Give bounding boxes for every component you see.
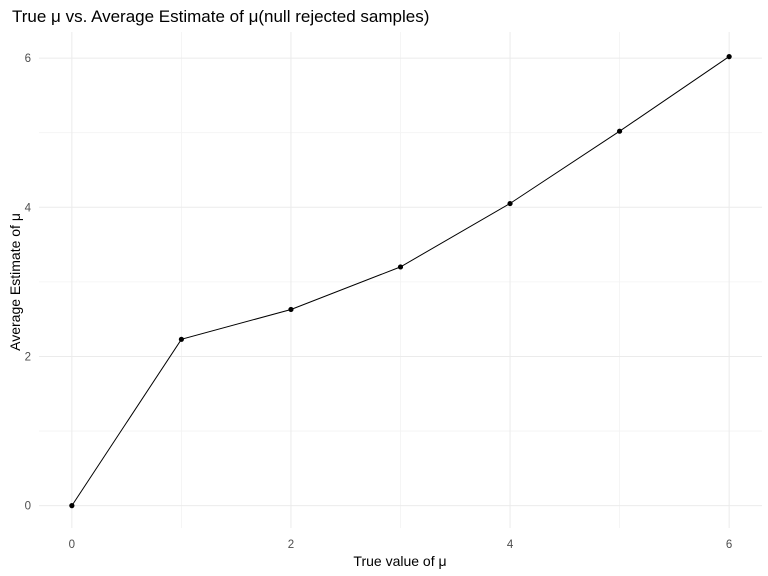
x-tick-label: 6 bbox=[726, 539, 732, 551]
x-tick-label: 2 bbox=[288, 539, 294, 551]
data-point bbox=[69, 503, 75, 509]
y-tick-label: 0 bbox=[25, 501, 31, 513]
y-tick-label: 6 bbox=[25, 53, 31, 65]
data-point bbox=[507, 200, 513, 207]
x-axis-ticks: 0 2 4 6 bbox=[69, 539, 733, 551]
x-tick-label: 0 bbox=[69, 539, 75, 551]
series bbox=[69, 54, 732, 509]
data-point bbox=[288, 306, 294, 313]
x-tick-label: 4 bbox=[507, 539, 514, 551]
data-point bbox=[616, 128, 623, 134]
y-tick-label: 2 bbox=[25, 351, 31, 363]
grid bbox=[39, 32, 762, 528]
y-axis-label: Average Estimate of μ bbox=[7, 213, 23, 351]
data-point bbox=[726, 54, 732, 60]
x-axis-label: True value of μ bbox=[353, 553, 446, 569]
y-axis-ticks: 0 2 4 6 bbox=[25, 53, 32, 513]
data-point bbox=[178, 336, 185, 342]
chart-title: True μ vs. Average Estimate of μ(null re… bbox=[12, 7, 429, 26]
y-tick-label: 4 bbox=[25, 202, 32, 214]
data-point bbox=[397, 264, 404, 270]
